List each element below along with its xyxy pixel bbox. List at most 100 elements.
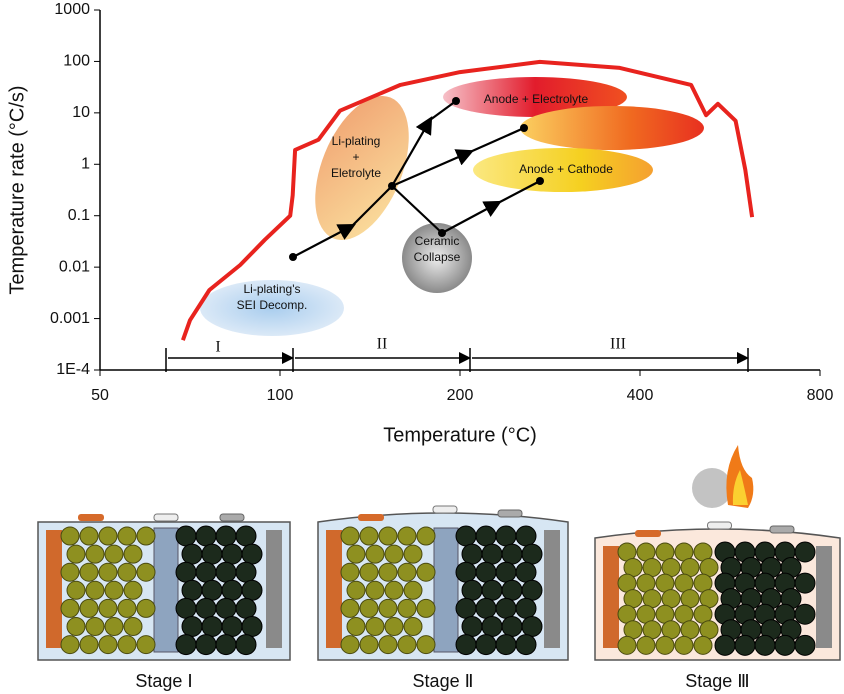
arrow [497,180,541,204]
cathode-particle [455,561,477,583]
annotation: Anode + Electrolyte [484,92,589,106]
anode-particle [384,580,404,600]
arrow [469,126,525,154]
region [402,223,472,293]
annotation: Collapse [414,250,461,264]
cathode-particle [175,634,197,656]
annotation: Ceramic [415,234,460,248]
anode-particle [136,526,156,546]
region [473,148,653,192]
cathode-particle [235,597,257,619]
cathode-particle [241,579,263,601]
anode-particle [384,544,404,564]
arrow [441,200,502,234]
anode-particle [655,635,675,655]
stage-label: I [215,339,220,356]
anode-particle [117,635,137,655]
anode-particle [60,598,80,618]
stage-panel-label: Stage Ⅱ [413,671,474,691]
anode-particle [365,580,385,600]
anode-particle [79,598,99,618]
cap [769,525,795,534]
anode-particle [66,544,86,564]
node [452,97,460,105]
anode-particle [397,635,417,655]
annotation: + [352,150,359,164]
anode-particle [674,635,694,655]
anode-particle [397,562,417,582]
cathode-particle [481,615,503,637]
y-tick-label: 0.01 [59,258,90,275]
cathode-particle [455,525,477,547]
cathode-particle [495,561,517,583]
cathode-particle [794,603,816,625]
anode-particle [340,562,360,582]
cathode-particle [461,579,483,601]
anode-particle [85,544,105,564]
node [289,253,297,261]
cap [635,530,661,537]
cathode-particle [501,543,523,565]
cathode-particle [475,634,497,656]
cathode-particle [221,579,243,601]
anode-particle [636,635,656,655]
anode-particle [403,544,423,564]
cathode-particle [794,572,816,594]
y-tick-label: 10 [72,104,90,121]
node [520,124,528,132]
node [438,229,446,237]
arrows [292,100,541,258]
anode-particle [693,635,713,655]
y-tick-label: 100 [63,53,90,70]
cathode-particle [201,615,223,637]
arrow-nodes [289,97,544,261]
anode-particle [403,616,423,636]
anode-particle [346,580,366,600]
region [315,95,409,241]
cathode-particle [175,561,197,583]
anode-particle [66,616,86,636]
anode-particle [98,562,118,582]
anode-particle [359,562,379,582]
anode-particle [104,580,124,600]
cathode-particle [754,634,776,656]
reaction-regions [200,77,704,336]
anode-particle [346,616,366,636]
anode-particle [378,526,398,546]
cathode-particle [241,543,263,565]
anode-particle [98,635,118,655]
cathode-particle [475,561,497,583]
anode-particle [359,635,379,655]
anode-particle [416,635,436,655]
anode-particle [416,562,436,582]
anode-particle [378,598,398,618]
cathode-particle [215,597,237,619]
anode-particle [60,562,80,582]
cathode-particle [461,543,483,565]
cathode-particle [175,597,197,619]
cathode-particle [515,597,537,619]
anode-particle [403,580,423,600]
separator [433,527,459,653]
y-tick-label: 1 [81,156,90,173]
anode-particle [378,635,398,655]
data-line [181,59,755,341]
cathode-particle [774,634,796,656]
x-tick-label: 200 [447,387,474,404]
anode-particle [378,562,398,582]
cathode-particle [475,597,497,619]
anode-particle [79,526,99,546]
x-tick-label: 800 [807,387,834,404]
anode-particle [79,562,99,582]
cap [497,509,523,518]
anode-particle [98,598,118,618]
arrow [429,100,457,121]
x-axis-title: Temperature (°C) [383,424,537,446]
stage-label: III [610,336,626,353]
y-tick-label: 1E-4 [56,361,90,378]
current-collector [326,530,342,648]
anode-particle [66,580,86,600]
anode-particle [359,526,379,546]
y-axis-title: Temperature rate (°C/s) [6,85,28,294]
